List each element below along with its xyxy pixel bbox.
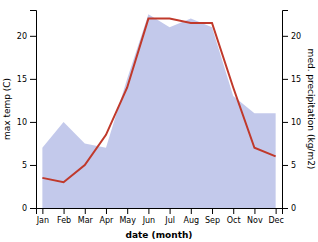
tick-mark <box>212 208 213 214</box>
tick-mark <box>42 208 43 214</box>
tick: May <box>119 208 136 225</box>
tick: 15 <box>282 75 301 84</box>
tick-mark <box>170 208 171 214</box>
tick-label: 0 <box>291 204 296 213</box>
tick: 10 <box>282 118 301 127</box>
tick-mark <box>30 36 36 37</box>
tick: Apr <box>100 208 115 225</box>
tick: Jan <box>36 208 49 225</box>
tick-mark <box>282 36 288 37</box>
tick: 20 <box>17 32 36 41</box>
tick-label: Dec <box>268 216 283 225</box>
tick-label: 10 <box>291 118 301 127</box>
tick-mark <box>282 165 288 166</box>
y2-axis: 0 5 10 15 20 <box>282 11 301 214</box>
tick-label: Jun <box>142 216 156 225</box>
tick: 5 <box>22 161 36 170</box>
tick: 20 <box>282 32 301 41</box>
chart: Jan Feb Mar Apr May Jun Jul Aug Sep Oct Nov Dec 0 5 10… <box>0 0 318 242</box>
tick: 0 <box>282 204 296 213</box>
tick-mark <box>191 208 192 214</box>
tick-label: Jan <box>36 216 49 225</box>
tick-label: 5 <box>22 161 27 170</box>
tick-label: Feb <box>57 216 71 225</box>
tick: 0 <box>22 204 36 213</box>
tick-label: Oct <box>227 216 241 225</box>
marks <box>42 14 275 208</box>
tick-mark <box>30 79 36 80</box>
tick-label: 15 <box>291 75 301 84</box>
tick-mark <box>254 208 255 214</box>
tick: 5 <box>282 161 296 170</box>
plot: Jan Feb Mar Apr May Jun Jul Aug Sep Oct Nov Dec 0 5 10… <box>17 11 301 225</box>
tick-mark <box>276 208 277 214</box>
tick-label: Apr <box>100 216 115 225</box>
axis-line <box>37 209 283 215</box>
tick-mark <box>127 208 128 214</box>
tick-label: 20 <box>291 32 301 41</box>
tick-label: Aug <box>183 216 199 225</box>
y-axis-title: max temp (C) <box>2 78 12 140</box>
tick: Sep <box>205 208 220 225</box>
tick: Feb <box>57 208 71 225</box>
tick: Nov <box>247 208 263 225</box>
tick: Dec <box>268 208 283 225</box>
axis-line <box>283 11 289 209</box>
axis-line <box>30 11 37 209</box>
tick-mark <box>85 208 86 214</box>
tick-mark <box>233 208 234 214</box>
tick-label: 0 <box>22 204 27 213</box>
tick: Oct <box>227 208 241 225</box>
area <box>42 14 275 208</box>
tick-label: 5 <box>291 161 296 170</box>
tick-mark <box>282 79 288 80</box>
line <box>42 19 275 183</box>
tick-label: 10 <box>17 118 27 127</box>
tick-label: 15 <box>17 75 27 84</box>
tick-label: May <box>119 216 136 225</box>
tick-mark <box>30 165 36 166</box>
tick: Jul <box>164 208 175 225</box>
tick-label: Nov <box>247 216 263 225</box>
tick-mark <box>282 208 288 209</box>
tick: Aug <box>183 208 199 225</box>
tick-mark <box>64 208 65 214</box>
tick: Jun <box>142 208 156 225</box>
tick-mark <box>148 208 149 214</box>
tick: 15 <box>17 75 36 84</box>
x-axis-title: date (month) <box>126 230 193 240</box>
tick-mark <box>30 208 36 209</box>
tick-mark <box>30 122 36 123</box>
tick-label: 20 <box>17 32 27 41</box>
y-axis: 0 5 10 15 20 <box>17 11 37 214</box>
tick: Mar <box>78 208 94 225</box>
tick-label: Mar <box>78 216 94 225</box>
tick-label: Sep <box>205 216 220 225</box>
x-axis: Jan Feb Mar Apr May Jun Jul Aug Sep Oct Nov Dec <box>36 208 284 225</box>
tick-label: Jul <box>164 216 175 225</box>
tick-mark <box>282 122 288 123</box>
tick: 10 <box>17 118 36 127</box>
tick-mark <box>106 208 107 214</box>
y2-axis-title: med. precipitation (kg/m2) <box>306 49 316 170</box>
